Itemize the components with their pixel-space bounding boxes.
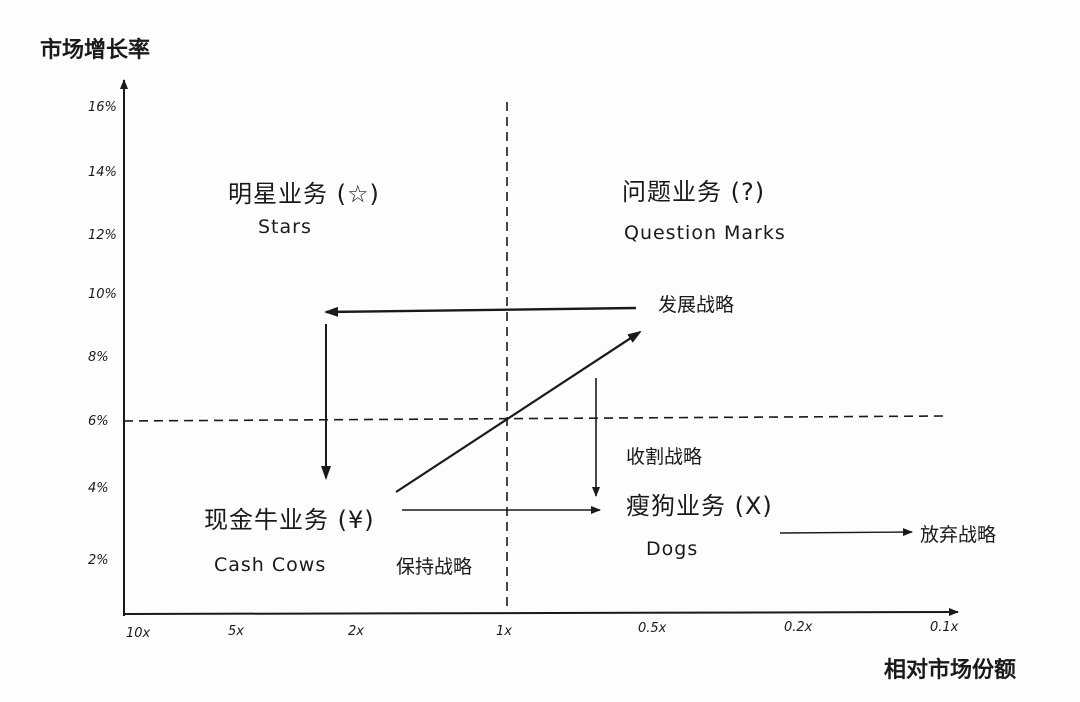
- y-tick-label: 12%: [88, 228, 117, 243]
- divest-strategy-label: 放弃战略: [920, 524, 997, 546]
- x-tick-label: 5x: [228, 624, 244, 639]
- horizontal-divider: [123, 415, 946, 422]
- y-tick-label: 4%: [88, 481, 109, 496]
- dogs-title-cn: 瘦狗业务 (X): [626, 492, 773, 520]
- stars-title-cn: 明星业务 (☆): [228, 180, 380, 208]
- y-tick-label: 2%: [88, 553, 109, 568]
- question-marks-title-cn: 问题业务 (?): [622, 178, 766, 206]
- y-tick-label: 8%: [88, 350, 109, 365]
- y-tick-label: 6%: [88, 414, 109, 429]
- y-axis-title: 市场增长率: [40, 38, 151, 63]
- x-tick-label: 0.2x: [784, 620, 813, 635]
- harvest-strategy-label: 收割战略: [626, 446, 703, 468]
- x-tick-label: 0.1x: [930, 620, 959, 635]
- develop-arrow: [324, 306, 637, 317]
- x-tick-label: 10x: [126, 626, 151, 641]
- question-marks-title-en: Question Marks: [624, 222, 786, 244]
- hold-strategy-label: 保持战略: [396, 556, 473, 578]
- x-axis: [123, 608, 959, 617]
- x-tick-label: 0.5x: [638, 621, 667, 636]
- invest-arrow: [395, 330, 642, 493]
- x-tick-label: 2x: [348, 624, 364, 639]
- y-tick-label: 10%: [88, 287, 117, 302]
- stars-title-en: Stars: [258, 216, 312, 238]
- x-axis-title: 相对市场份额: [884, 658, 1017, 683]
- cash-cows-title-cn: 现金牛业务 (¥): [204, 506, 375, 534]
- cash-cows-title-en: Cash Cows: [214, 554, 327, 576]
- dogs-title-en: Dogs: [646, 538, 699, 560]
- y-tick-label: 14%: [88, 165, 117, 180]
- y-tick-label: 16%: [88, 100, 117, 115]
- divest-arrow: [779, 528, 913, 537]
- develop-strategy-label: 发展战略: [658, 294, 735, 316]
- x-tick-label: 1x: [496, 624, 512, 639]
